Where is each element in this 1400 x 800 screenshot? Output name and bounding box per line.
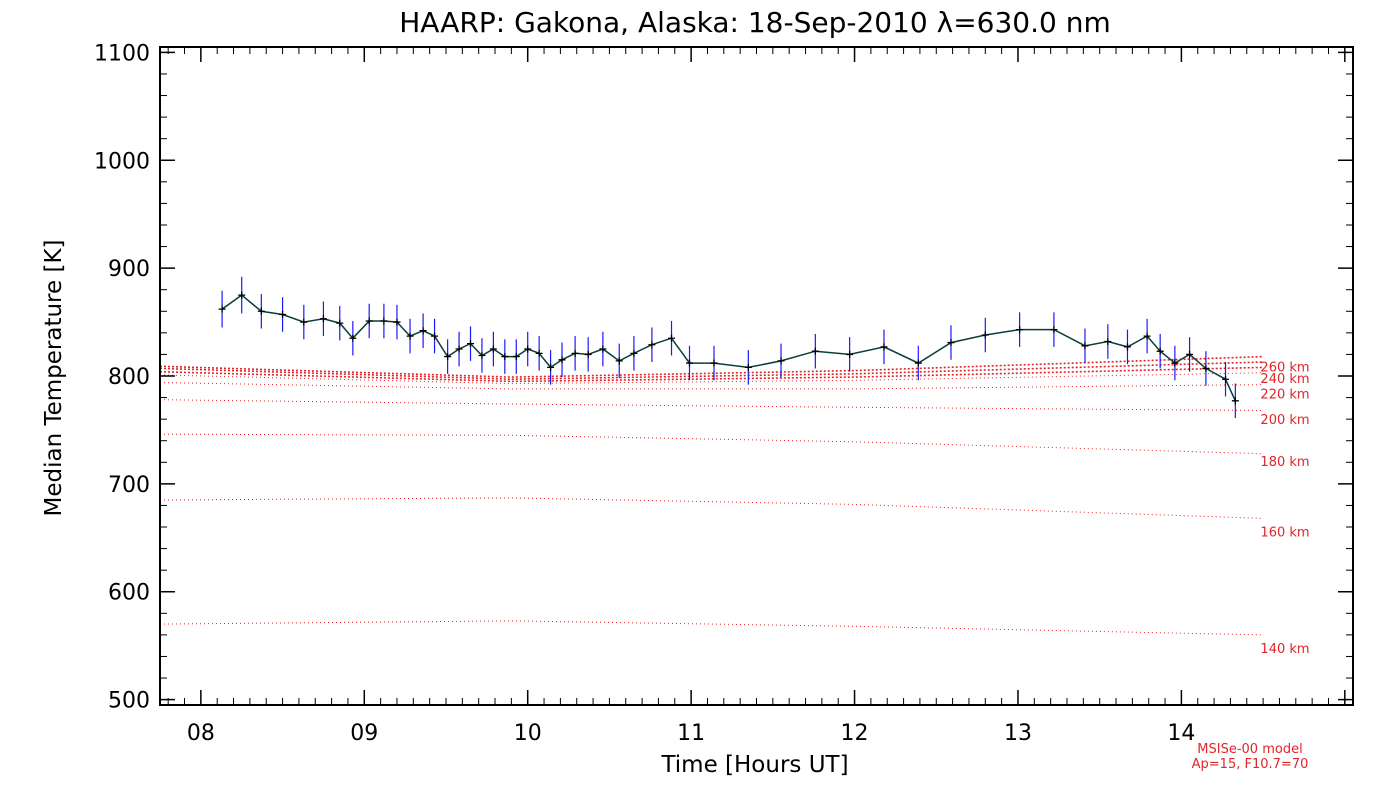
data-point bbox=[393, 318, 401, 326]
model-params-label: Ap=15, F10.7=70 bbox=[1192, 757, 1309, 772]
data-point bbox=[1222, 375, 1230, 383]
altitude-label-140-km: 140 km bbox=[1260, 642, 1309, 657]
y-tick-label: 1000 bbox=[94, 149, 150, 174]
data-point bbox=[668, 334, 676, 342]
data-point bbox=[380, 317, 388, 325]
x-tick-label: 09 bbox=[350, 721, 378, 746]
data-point bbox=[558, 356, 566, 364]
data-point bbox=[349, 334, 357, 342]
data-point bbox=[406, 332, 414, 340]
x-axis-label: Time [Hours UT] bbox=[660, 752, 848, 778]
data-point bbox=[300, 318, 308, 326]
y-tick-label: 700 bbox=[108, 473, 150, 498]
data-point bbox=[444, 353, 452, 361]
data-point bbox=[630, 349, 638, 357]
y-axis-label: Median Temperature [K] bbox=[41, 240, 67, 517]
data-point bbox=[512, 353, 520, 361]
data-point bbox=[710, 359, 718, 367]
y-tick-label: 900 bbox=[108, 257, 150, 282]
data-point bbox=[319, 315, 327, 323]
data-point bbox=[615, 357, 623, 365]
data-point bbox=[336, 319, 344, 327]
data-point bbox=[419, 327, 427, 335]
model-curve-180-km bbox=[159, 433, 1264, 455]
y-tick-label: 800 bbox=[108, 365, 150, 390]
data-point bbox=[365, 317, 373, 325]
data-point bbox=[1231, 397, 1239, 405]
model-curve-140-km bbox=[159, 620, 1264, 636]
altitude-label-180-km: 180 km bbox=[1260, 455, 1309, 470]
model-curve-240-km bbox=[159, 372, 1264, 385]
plot-axes: 08 09 10 11 12 13 14 500 600 700 800 900 1000 1100 bbox=[94, 41, 1354, 746]
data-point bbox=[547, 363, 555, 371]
data-point bbox=[947, 339, 955, 347]
altitude-label-160-km: 160 km bbox=[1260, 525, 1309, 540]
x-tick-label: 14 bbox=[1167, 721, 1195, 746]
data-point bbox=[584, 350, 592, 358]
model-curve-200-km bbox=[159, 399, 1264, 411]
altitude-label-240-km: 240 km bbox=[1260, 372, 1309, 387]
data-point bbox=[1202, 364, 1210, 372]
data-point bbox=[1081, 342, 1089, 350]
data-point bbox=[431, 332, 439, 340]
data-point bbox=[648, 341, 656, 349]
data-point bbox=[1156, 347, 1164, 355]
measurement-series bbox=[218, 276, 1239, 419]
data-point bbox=[524, 345, 532, 353]
data-point bbox=[685, 359, 693, 367]
data-point bbox=[599, 345, 607, 353]
data-point bbox=[279, 311, 287, 319]
model-name-label: MSISe-00 model bbox=[1197, 742, 1302, 757]
x-tick-label: 11 bbox=[677, 721, 705, 746]
x-tick-label: 13 bbox=[1004, 721, 1032, 746]
data-point bbox=[811, 347, 819, 355]
y-tick-label: 600 bbox=[108, 581, 150, 606]
model-curve-220-km bbox=[159, 382, 1264, 390]
data-point bbox=[238, 291, 246, 299]
model-curve-260-km bbox=[159, 366, 1264, 383]
y-tick-label: 1100 bbox=[94, 41, 150, 66]
data-point bbox=[846, 350, 854, 358]
data-point bbox=[455, 345, 463, 353]
y-tick-label: 500 bbox=[108, 689, 150, 714]
data-point bbox=[777, 357, 785, 365]
x-tick-label: 08 bbox=[187, 721, 215, 746]
x-tick-label: 12 bbox=[841, 721, 869, 746]
data-point bbox=[467, 340, 475, 348]
temperature-line bbox=[221, 294, 1236, 402]
data-point bbox=[1123, 343, 1131, 351]
data-point bbox=[535, 349, 543, 357]
data-point bbox=[880, 343, 888, 351]
chart-title: HAARP: Gakona, Alaska: 18-Sep-2010 λ=630… bbox=[399, 6, 1111, 39]
altitude-label-260-km: 260 km bbox=[1260, 360, 1309, 375]
data-point bbox=[744, 363, 752, 371]
data-point bbox=[1171, 359, 1179, 367]
data-point bbox=[478, 352, 486, 360]
x-tick-label: 10 bbox=[514, 721, 542, 746]
data-point bbox=[981, 331, 989, 339]
data-point bbox=[218, 305, 226, 313]
model-curves bbox=[159, 355, 1264, 636]
model-curve-160-km bbox=[159, 497, 1264, 519]
data-point bbox=[1143, 332, 1151, 340]
data-point bbox=[1050, 326, 1058, 334]
data-point bbox=[1016, 326, 1024, 334]
data-point bbox=[914, 359, 922, 367]
data-point bbox=[571, 349, 579, 357]
data-point bbox=[257, 307, 265, 315]
data-point bbox=[501, 353, 509, 361]
data-point bbox=[489, 345, 497, 353]
data-point bbox=[1104, 337, 1112, 345]
data-point bbox=[1186, 350, 1194, 358]
altitude-label-200-km: 200 km bbox=[1260, 413, 1309, 428]
altitude-label-220-km: 220 km bbox=[1260, 387, 1309, 402]
